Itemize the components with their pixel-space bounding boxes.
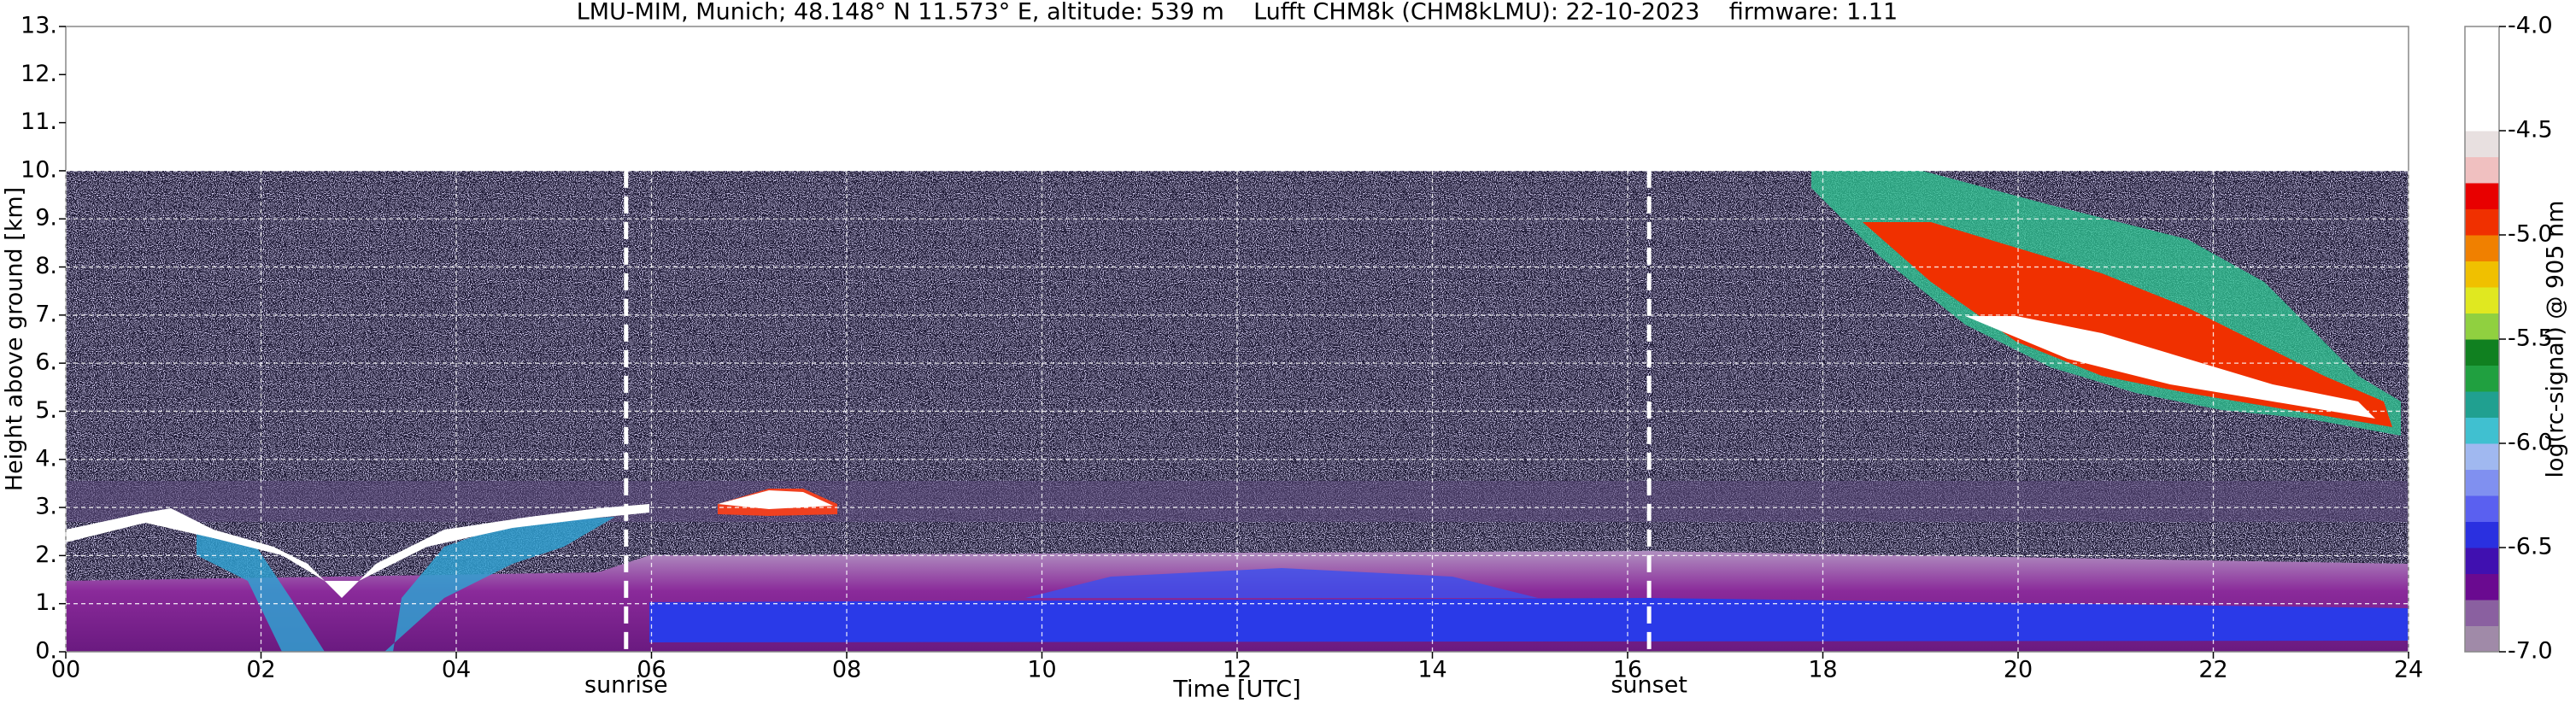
colorbar-segment	[2465, 521, 2499, 548]
y-tick-label: 0.	[35, 638, 57, 665]
x-tick-label: 06	[637, 657, 666, 683]
x-tick-label: 18	[1808, 657, 1837, 683]
colorbar-label: log(rc-signal) @ 905 nm	[2543, 201, 2569, 478]
colorbar-segment	[2465, 443, 2499, 470]
y-tick-label: 12.	[21, 61, 57, 87]
colorbar-segment	[2465, 313, 2499, 340]
annotation-label: sunrise	[584, 672, 668, 699]
y-tick-label: 10.	[21, 156, 57, 183]
colorbar-segment	[2465, 131, 2499, 157]
colorbar-tick-label: -6.0	[2508, 430, 2553, 456]
cirrus-peak	[1965, 316, 2375, 419]
colorbar-tick-label: -7.0	[2508, 638, 2553, 665]
colorbar-segment	[2465, 548, 2499, 574]
cirrus-core	[1863, 222, 2392, 427]
colorbar-segment	[2465, 573, 2499, 601]
colorbar-segment	[2465, 600, 2499, 626]
y-tick-label: 11.	[21, 108, 57, 135]
x-tick-label: 16	[1613, 657, 1642, 683]
x-tick-label: 12	[1223, 657, 1252, 683]
colorbar-tick-label: -4.5	[2508, 117, 2553, 144]
colorbar-segment	[2465, 469, 2499, 496]
x-tick-label: 14	[1417, 657, 1446, 683]
x-tick-label: 22	[2198, 657, 2227, 683]
x-tick-label: 04	[442, 657, 471, 683]
y-tick-label: 8.	[35, 253, 57, 279]
y-tick-label: 2.	[35, 542, 57, 568]
y-tick-label: 6.	[35, 349, 57, 376]
colorbar-segment	[2465, 391, 2499, 418]
cloud-shadow	[197, 517, 615, 652]
colorbar-tick-label: -5.0	[2508, 221, 2553, 248]
y-tick-label: 9.	[35, 205, 57, 231]
colorbar-segment	[2465, 287, 2499, 313]
x-tick-label: 08	[832, 657, 861, 683]
x-tick-label: 02	[246, 657, 275, 683]
y-tick-label: 5.	[35, 397, 57, 424]
y-tick-label: 1.	[35, 589, 57, 616]
annotation-label: sunset	[1611, 672, 1687, 699]
x-tick-label: 20	[2004, 657, 2033, 683]
colorbar-segment	[2465, 235, 2499, 261]
colorbar-segment	[2465, 339, 2499, 366]
colorbar-segment	[2465, 26, 2499, 53]
y-tick-label: 3.	[35, 494, 57, 520]
y-axis-label: Height above ground [km]	[2, 187, 28, 491]
colorbar-segment	[2465, 183, 2499, 209]
convective-layer	[1025, 568, 1538, 598]
x-axis-label: Time [UTC]	[1172, 677, 1300, 703]
colorbar-segment	[2465, 261, 2499, 288]
colorbar-tick-label: -4.0	[2508, 13, 2553, 39]
x-tick-label: 24	[2394, 657, 2423, 683]
y-tick-label: 13.	[21, 13, 57, 39]
colorbar-segment	[2465, 495, 2499, 522]
colorbar-tick-label: -5.5	[2508, 325, 2553, 352]
colorbar-tick-label: -6.5	[2508, 534, 2553, 560]
colorbar-segment	[2465, 625, 2499, 653]
colorbar-segment	[2465, 365, 2499, 392]
cloud-patch	[718, 490, 833, 509]
x-tick-label: 10	[1027, 657, 1056, 683]
cloud-base	[66, 504, 649, 598]
colorbar-segment	[2465, 156, 2499, 184]
colorbar-segment	[2465, 417, 2499, 444]
chart-title: LMU-MIM, Munich; 48.148° N 11.573° E, al…	[577, 0, 1898, 26]
colorbar-segment	[2465, 104, 2499, 132]
colorbar-segment	[2465, 79, 2499, 105]
x-tick-label: 00	[51, 657, 80, 683]
colorbar-segment	[2465, 208, 2499, 236]
y-tick-label: 4.	[35, 445, 57, 472]
colorbar-segment	[2465, 52, 2499, 79]
y-tick-label: 7.	[35, 301, 57, 327]
boundary-layer	[649, 598, 2409, 642]
